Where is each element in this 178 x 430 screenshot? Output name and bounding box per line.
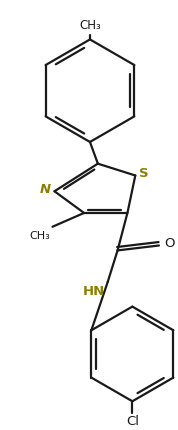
Text: O: O [164,237,174,250]
Text: Cl: Cl [126,415,139,428]
Text: S: S [139,167,149,180]
Text: CH₃: CH₃ [30,231,51,241]
Text: N: N [39,183,51,196]
Text: CH₃: CH₃ [79,18,101,31]
Text: HN: HN [82,285,105,298]
